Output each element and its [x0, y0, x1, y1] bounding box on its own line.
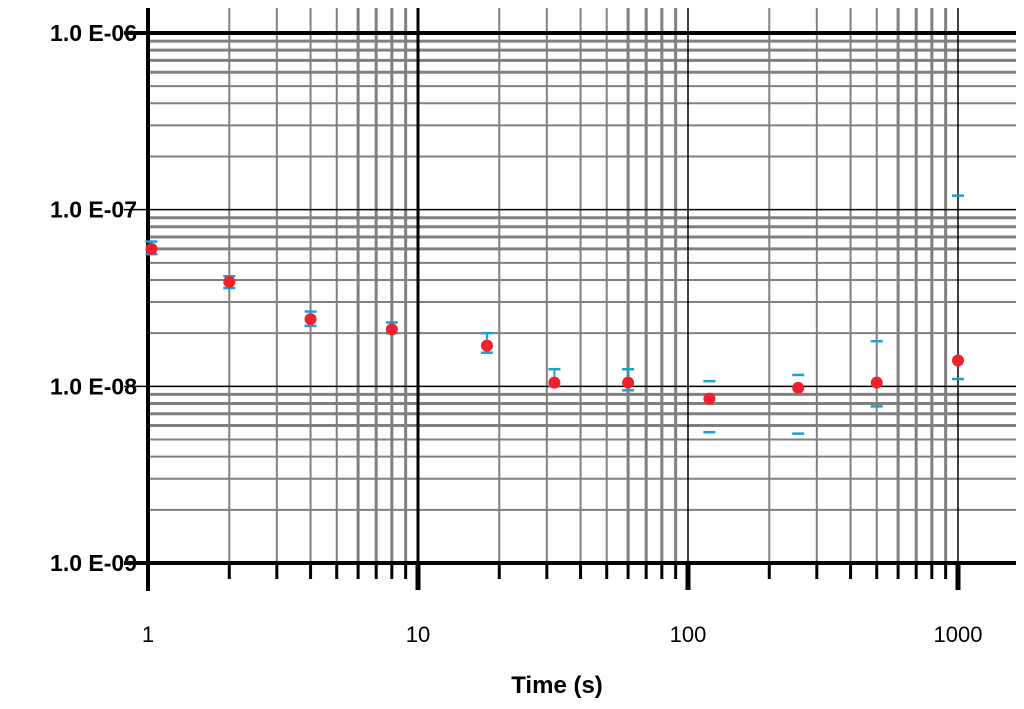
- data-point: [304, 313, 317, 326]
- data-point: [548, 376, 561, 389]
- data-point: [952, 354, 964, 367]
- y-tick-label: 1.0 E-08: [50, 373, 137, 399]
- y-tick-label: 1.0 E-09: [50, 550, 137, 576]
- y-tick-label: 1.0 E-07: [50, 197, 137, 223]
- data-point: [223, 275, 236, 288]
- x-tick-label: 1000: [934, 622, 983, 647]
- y-tick-label: 1.0 E-06: [50, 20, 137, 46]
- x-axis-title: Time (s): [511, 672, 603, 699]
- y-tick-labels: 1.0 E-06 1.0 E-07 1.0 E-08 1.0 E-09: [50, 20, 137, 576]
- data-point: [622, 376, 635, 389]
- data-point: [385, 323, 398, 336]
- axes: [124, 8, 1016, 591]
- x-tick-label: 100: [670, 622, 707, 647]
- data-point: [792, 381, 805, 394]
- grid: [148, 8, 1016, 563]
- data-point: [703, 392, 716, 405]
- data-point: [145, 242, 158, 255]
- data-points: [145, 242, 964, 405]
- error-bars: [145, 194, 964, 435]
- data-point: [480, 339, 493, 352]
- x-tick-label: 1: [142, 622, 154, 647]
- data-point: [870, 376, 883, 389]
- x-tick-label: 10: [406, 622, 430, 647]
- x-tick-labels: 1 10 100 1000: [142, 622, 983, 647]
